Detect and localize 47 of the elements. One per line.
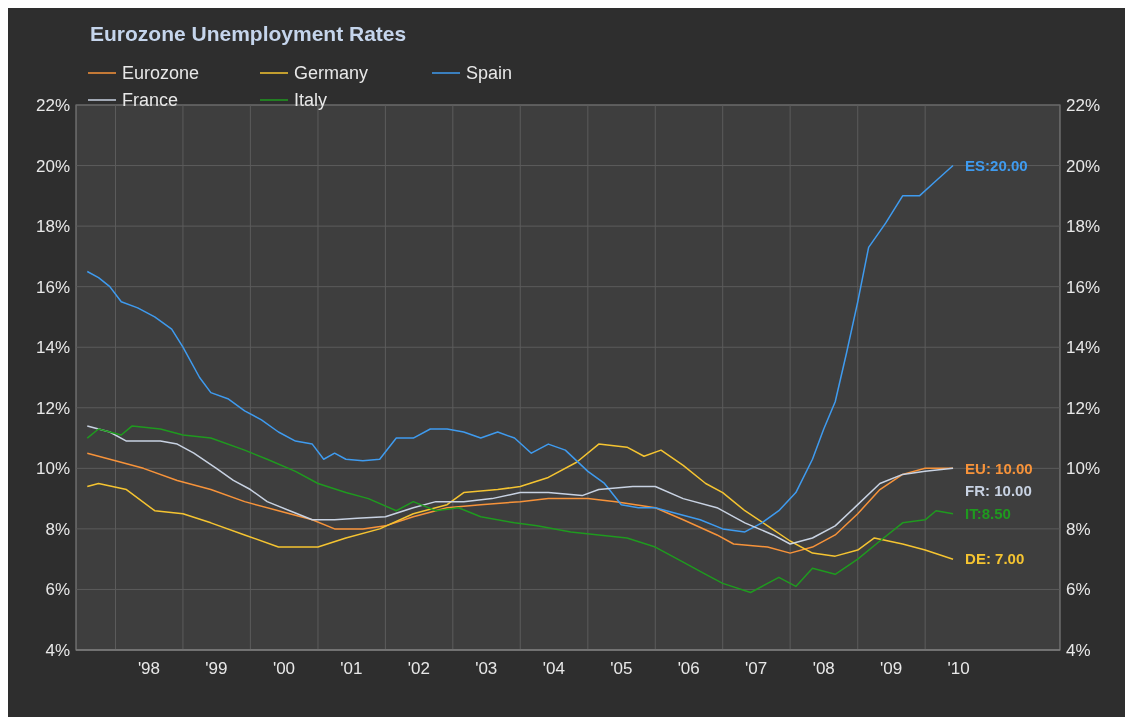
x-tick-label: '03 — [475, 659, 498, 678]
y-tick-label: 12% — [35, 398, 70, 418]
y-tick-label: 20% — [35, 156, 70, 176]
y2-tick-label: 8% — [1066, 519, 1091, 539]
x-tick-label: '99 — [205, 659, 228, 678]
annotation: IT:8.50 — [965, 505, 1011, 522]
x-tick-label: '01 — [340, 659, 363, 678]
annotation: DE: 7.00 — [965, 550, 1025, 568]
annotation: ES:20.00 — [965, 156, 1028, 174]
annotation: FR: 10.00 — [965, 481, 1032, 499]
y-tick-label: 10% — [35, 459, 70, 479]
chart-title: Eurozone Unemployment Rates — [90, 22, 407, 45]
y-tick-label: 6% — [45, 580, 70, 600]
x-tick-label: '04 — [542, 659, 565, 678]
y2-tick-label: 20% — [1066, 156, 1101, 176]
annotation: EU: 10.00 — [965, 459, 1033, 477]
legend-label: Spain — [466, 63, 513, 84]
x-tick-label: '07 — [745, 659, 768, 678]
x-tick-label: '00 — [272, 659, 296, 678]
x-tick-label: '08 — [812, 659, 835, 678]
x-tick-label: '05 — [610, 659, 633, 678]
y-tick-label: 18% — [35, 217, 70, 237]
legend-label: Germany — [294, 63, 369, 84]
x-tick-label: '02 — [407, 659, 430, 678]
x-tick-label: '06 — [677, 659, 700, 678]
y2-tick-label: 22% — [1066, 95, 1101, 115]
legend-label: France — [122, 90, 179, 111]
y2-tick-label: 16% — [1066, 277, 1101, 297]
y2-tick-label: 18% — [1066, 217, 1101, 237]
y2-tick-label: 14% — [1066, 338, 1101, 358]
x-tick-label: '98 — [137, 659, 161, 678]
y2-tick-label: 10% — [1066, 459, 1101, 479]
legend-label: Eurozone — [122, 63, 200, 84]
x-tick-label: '09 — [880, 659, 903, 678]
y2-tick-label: 12% — [1066, 398, 1101, 418]
line-series — [86, 425, 954, 594]
x-tick-label: '10 — [947, 659, 970, 678]
legend-label: Italy — [294, 90, 328, 111]
line-series — [86, 425, 954, 545]
y-tick-label: 14% — [35, 338, 70, 358]
y2-tick-label: 4% — [1066, 640, 1091, 660]
y-tick-label: 4% — [45, 640, 70, 660]
y-tick-label: 8% — [45, 519, 70, 539]
y-tick-label: 16% — [35, 277, 70, 297]
y-tick-label: 22% — [35, 95, 70, 115]
line-series — [86, 164, 954, 533]
y2-tick-label: 6% — [1066, 580, 1091, 600]
